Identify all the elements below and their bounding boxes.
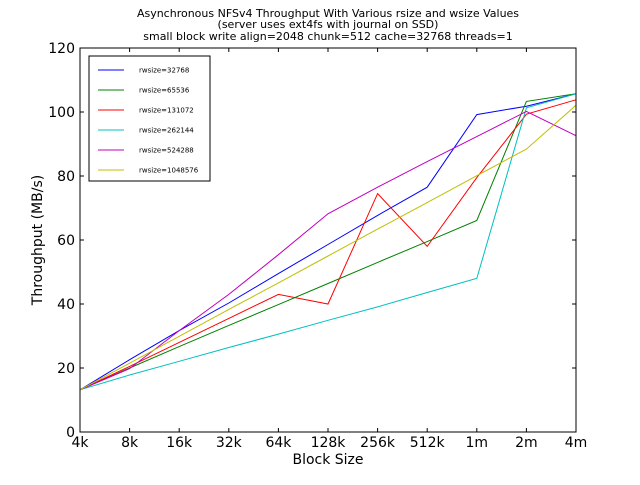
legend-label: rwsize=1048576 [139, 167, 199, 175]
y-axis-label: Throughput (MB/s) [30, 175, 46, 306]
series-line-0 [79, 93, 577, 391]
y-tick-label: 80 [57, 169, 75, 185]
y-tick-label: 40 [57, 297, 75, 313]
x-tick-label: 16k [166, 435, 193, 451]
y-tick-label: 100 [48, 105, 75, 121]
chart-title-line-2: (server uses ext4fs with journal on SSD) [218, 18, 439, 31]
x-tick-label: 1m [466, 435, 489, 451]
series-line-5 [79, 104, 577, 391]
series-layer [79, 93, 577, 391]
x-tick-label: 4k [71, 435, 89, 451]
legend-label: rwsize=262144 [139, 127, 194, 135]
x-tick-label: 128k [311, 435, 347, 451]
legend: rwsize=32768 rwsize=65536 rwsize=131072 rws… [88, 55, 211, 182]
legend-label: rwsize=524288 [139, 147, 194, 155]
y-tick-label: 20 [57, 361, 75, 377]
legend-label: rwsize=32768 [139, 67, 189, 75]
legend-label: rwsize=131072 [139, 107, 194, 115]
chart-title-line-1: Asynchronous NFSv4 Throughput With Vario… [137, 7, 519, 20]
y-tick-label: 120 [48, 41, 75, 57]
plot-frame [79, 47, 577, 433]
x-axis-label: Block Size [292, 452, 363, 468]
x-tick-label: 64k [265, 435, 292, 451]
x-tick-label: 8k [121, 435, 139, 451]
x-tick-label: 4m [565, 435, 588, 451]
chart-title-line-3: small block write align=2048 chunk=512 c… [143, 30, 512, 43]
legend-box [88, 55, 211, 182]
x-tick-label: 32k [216, 435, 243, 451]
series-line-4 [79, 110, 577, 391]
series-line-3 [79, 93, 577, 391]
series-line-1 [79, 93, 577, 391]
x-tick-label: 2m [515, 435, 538, 451]
x-tick-label: 512k [410, 435, 446, 451]
y-tick-label: 60 [57, 233, 75, 249]
x-tick-label: 256k [360, 435, 396, 451]
series-line-2 [79, 99, 577, 391]
x-axis: 4k 8k 16k 32k 64k 128k 256k 512k 1m 2m 4m [71, 48, 587, 451]
legend-label: rwsize=65536 [139, 87, 190, 95]
y-tick-label: 0 [66, 425, 75, 441]
